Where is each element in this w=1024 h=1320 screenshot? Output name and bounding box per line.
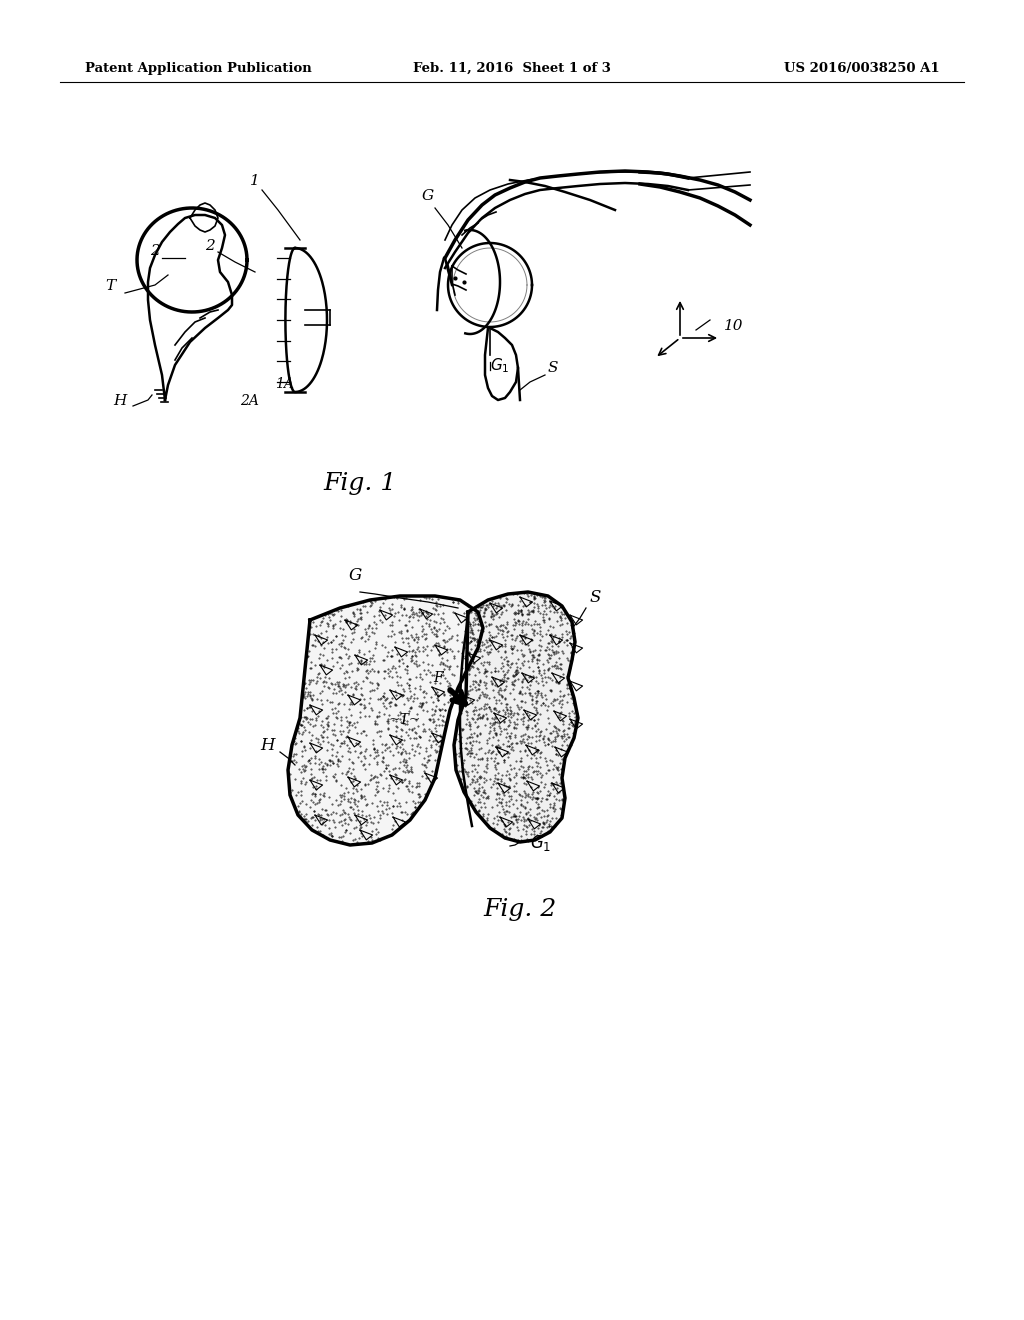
Text: 2A: 2A xyxy=(240,393,259,408)
Text: H: H xyxy=(261,737,275,754)
Text: S: S xyxy=(590,589,601,606)
Polygon shape xyxy=(454,591,578,842)
Polygon shape xyxy=(288,597,483,845)
Text: Patent Application Publication: Patent Application Publication xyxy=(85,62,311,75)
Text: ~T~: ~T~ xyxy=(389,713,421,727)
Text: 2: 2 xyxy=(205,239,215,253)
Text: 1A: 1A xyxy=(275,378,294,391)
Text: H: H xyxy=(114,393,127,408)
Text: Fig. 2: Fig. 2 xyxy=(483,898,557,921)
Text: 10: 10 xyxy=(724,319,743,333)
Text: T: T xyxy=(104,279,115,293)
Text: S: S xyxy=(548,360,558,375)
Text: G: G xyxy=(348,568,361,583)
Text: G: G xyxy=(422,189,434,203)
Text: Feb. 11, 2016  Sheet 1 of 3: Feb. 11, 2016 Sheet 1 of 3 xyxy=(413,62,611,75)
Text: US 2016/0038250 A1: US 2016/0038250 A1 xyxy=(784,62,940,75)
Text: Fig. 1: Fig. 1 xyxy=(324,473,396,495)
Text: 2: 2 xyxy=(151,244,160,257)
Text: 1: 1 xyxy=(250,174,260,187)
Text: F: F xyxy=(433,671,442,685)
Text: $G_1$: $G_1$ xyxy=(530,833,551,853)
Text: $G_1$: $G_1$ xyxy=(490,356,510,375)
